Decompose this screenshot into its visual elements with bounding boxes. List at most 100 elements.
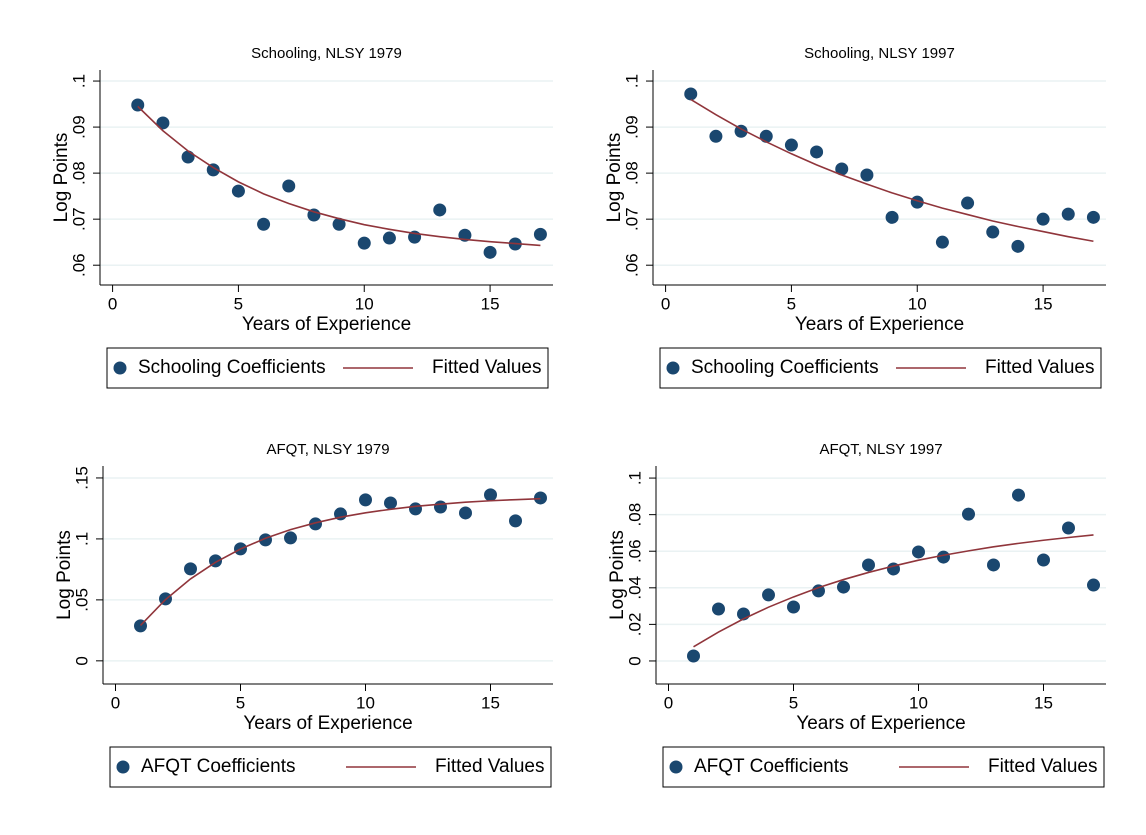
point	[787, 600, 800, 614]
point	[935, 235, 949, 249]
y-tick-label: 0	[625, 656, 644, 665]
point	[709, 129, 723, 143]
x-tick-label: 0	[108, 294, 117, 313]
x-tick-label: 15	[481, 294, 500, 313]
point	[509, 514, 522, 528]
fitted-line	[693, 534, 1094, 648]
y-tick-label: 0	[72, 656, 91, 665]
legend-label: Schooling Coefficients	[138, 357, 326, 378]
y-tick-label: .02	[625, 613, 644, 637]
legend-label: Fitted Values	[432, 357, 541, 378]
chart-title: Schooling, NLSY 1997	[804, 45, 955, 62]
point	[1011, 239, 1025, 253]
point	[684, 87, 698, 101]
point	[1037, 553, 1050, 567]
y-axis-title: Log Points	[604, 133, 625, 223]
point	[860, 168, 874, 182]
point	[912, 545, 925, 559]
point	[759, 129, 773, 143]
point	[131, 98, 145, 112]
point	[1062, 521, 1075, 535]
point	[862, 558, 875, 572]
point	[687, 649, 700, 663]
x-tick-label: 0	[661, 294, 670, 313]
y-tick-label: .07	[69, 207, 88, 231]
legend-box	[659, 347, 1102, 389]
y-tick-label: .07	[622, 207, 641, 231]
x-tick-label: 5	[787, 294, 796, 313]
point	[184, 562, 197, 576]
legend-label: AFQT Coefficients	[694, 756, 849, 777]
x-tick-label: 10	[355, 294, 374, 313]
legend-swatch	[669, 760, 683, 774]
y-tick-label: .09	[69, 115, 88, 139]
point	[1012, 488, 1025, 502]
y-tick-label: .1	[625, 471, 644, 485]
y-tick-label: .04	[625, 576, 644, 600]
fitted-line	[690, 98, 1094, 243]
y-tick-label: .08	[622, 161, 641, 185]
x-tick-label: 5	[789, 693, 798, 712]
point	[433, 203, 447, 217]
y-tick-label: .1	[69, 74, 88, 88]
legend-box	[662, 746, 1105, 788]
x-axis-title: Years of Experience	[796, 713, 965, 734]
point	[156, 116, 170, 130]
point	[810, 145, 824, 159]
point	[282, 179, 296, 193]
point	[484, 488, 497, 502]
point	[987, 558, 1000, 572]
x-tick-label: 5	[234, 294, 243, 313]
legend-label: Fitted Values	[985, 357, 1094, 378]
x-axis-title: Years of Experience	[795, 314, 964, 335]
y-tick-label: .05	[72, 588, 91, 612]
point	[309, 517, 322, 531]
point	[181, 150, 195, 164]
x-axis-title: Years of Experience	[242, 314, 411, 335]
point	[206, 163, 220, 177]
point	[257, 217, 271, 231]
y-tick-label: .06	[69, 253, 88, 277]
y-tick-label: .1	[72, 532, 91, 546]
point	[835, 162, 849, 176]
point	[1086, 210, 1100, 224]
point	[533, 227, 547, 241]
point	[986, 225, 1000, 239]
legend-label: AFQT Coefficients	[141, 756, 296, 777]
y-tick-label: .09	[622, 115, 641, 139]
point	[1061, 207, 1075, 221]
x-tick-label: 10	[908, 294, 927, 313]
legend-label: Fitted Values	[988, 756, 1097, 777]
point	[483, 245, 497, 259]
point	[382, 231, 396, 245]
legend-label: Schooling Coefficients	[691, 357, 879, 378]
x-tick-label: 0	[111, 693, 120, 712]
y-axis-title: Log Points	[51, 133, 72, 223]
point	[332, 217, 346, 231]
x-tick-label: 15	[481, 693, 500, 712]
y-tick-label: .15	[72, 466, 91, 490]
point	[962, 507, 975, 521]
y-tick-label: .06	[622, 253, 641, 277]
point	[812, 584, 825, 598]
x-tick-label: 10	[356, 693, 375, 712]
legend-box	[109, 746, 552, 788]
point	[712, 602, 725, 616]
point	[534, 491, 547, 505]
point	[284, 531, 297, 545]
y-tick-label: .06	[625, 539, 644, 563]
point	[784, 138, 798, 152]
x-tick-label: 10	[909, 693, 928, 712]
fitted-line	[137, 105, 541, 247]
legend-box	[106, 347, 549, 389]
chart-title: AFQT, NLSY 1997	[819, 441, 942, 458]
point	[1087, 578, 1100, 592]
point	[359, 493, 372, 507]
y-axis-title: Log Points	[54, 530, 75, 620]
point	[459, 506, 472, 520]
point	[762, 588, 775, 602]
point	[1036, 212, 1050, 226]
point	[231, 184, 245, 198]
legend-swatch	[113, 361, 127, 375]
